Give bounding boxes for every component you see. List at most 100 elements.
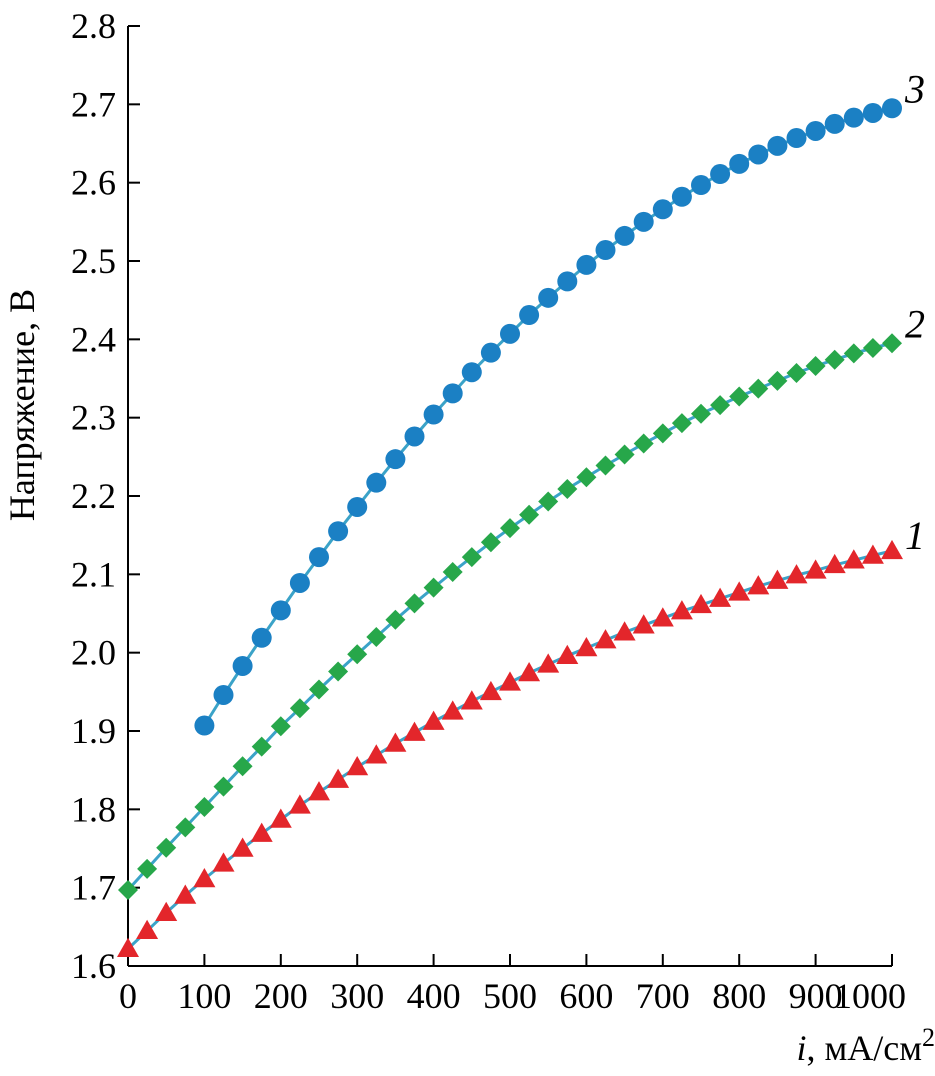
- series-3-point-35: [862, 102, 883, 123]
- y-axis-title: Напряжение, В: [2, 289, 42, 521]
- series-3-point-4: [270, 600, 291, 621]
- series-1-point-16: [422, 710, 445, 730]
- series-2-point-16: [423, 577, 444, 598]
- series-2-point-14: [385, 609, 406, 630]
- series-1-point-23: [556, 644, 579, 665]
- series-1-point-27: [632, 614, 655, 634]
- series-1-point-21: [518, 662, 541, 682]
- series-1-point-4: [193, 868, 216, 888]
- series-3-point-11: [404, 426, 425, 447]
- series-1-point-28: [651, 607, 674, 627]
- series-1-point-15: [403, 721, 426, 741]
- series-2-point-28: [652, 423, 673, 444]
- y-tick-label-10: 2.6: [71, 163, 116, 203]
- series-3-label: 3: [904, 66, 925, 111]
- series-3-point-23: [633, 211, 654, 232]
- series-3-point-27: [710, 164, 731, 185]
- series-1-point-10: [308, 781, 330, 801]
- series-2-point-15: [404, 593, 425, 614]
- series-3-point-34: [843, 107, 864, 128]
- series-2-point-7: [251, 736, 272, 757]
- series-3-point-13: [442, 383, 463, 404]
- series-3-point-28: [729, 153, 750, 174]
- x-axis-title: i, мА/см2: [796, 1023, 935, 1068]
- series-3-point-25: [671, 186, 692, 207]
- x-axis-title-variable: i: [796, 1028, 806, 1068]
- series-3-point-20: [576, 254, 597, 275]
- x-tick-label-8: 800: [712, 976, 766, 1016]
- y-tick-label-1: 1.7: [71, 868, 116, 908]
- series-1-point-37: [823, 553, 846, 574]
- series-1-point-22: [537, 653, 560, 673]
- series-2-point-32: [729, 386, 750, 407]
- series-2-point-40: [882, 333, 902, 354]
- series-1-point-30: [690, 593, 712, 614]
- axes: 1.6 1.7 1.8 1.9 2.0 2.1 2.2 2.3 2.4 2.5 2.6 2.7 2.8 0…: [71, 6, 906, 1016]
- series-2-point-10: [309, 679, 329, 700]
- series-3-point-18: [538, 287, 559, 308]
- x-tick-label-2: 200: [254, 976, 308, 1016]
- y-tick-label-7: 2.3: [71, 398, 116, 438]
- series-1-point-24: [575, 636, 598, 657]
- series-2-point-30: [691, 403, 711, 424]
- series-1-point-3: [174, 884, 197, 904]
- series-2-point-25: [595, 455, 616, 476]
- y-tick-label-8: 2.4: [71, 319, 116, 359]
- series-2-point-23: [557, 478, 578, 499]
- series-2-point-0: [118, 880, 138, 901]
- series-1-point-33: [747, 575, 770, 595]
- series-3-point-8: [347, 496, 368, 517]
- series-1-point-14: [384, 732, 407, 752]
- series-3-point-0: [194, 715, 215, 736]
- series-1-point-25: [594, 629, 617, 649]
- x-axis-title-units: , мА/см: [806, 1028, 922, 1068]
- series-3: 3: [194, 66, 925, 736]
- y-tick-label-9: 2.5: [71, 241, 116, 281]
- series-2-label: 2: [905, 301, 925, 346]
- series-3-point-9: [366, 472, 387, 493]
- series-2-point-8: [270, 716, 291, 737]
- series-3-point-31: [786, 128, 807, 149]
- series-1-point-39: [861, 544, 884, 564]
- series-3-point-2: [232, 655, 253, 676]
- x-tick-label-0: 0: [119, 976, 137, 1016]
- series-2-point-38: [843, 343, 864, 364]
- series-3-point-26: [691, 175, 711, 196]
- x-tick-label-4: 400: [407, 976, 461, 1016]
- series-2: 2: [118, 301, 925, 901]
- series-2-point-4: [194, 796, 215, 817]
- series-3-point-29: [748, 144, 769, 165]
- series-3-point-12: [423, 404, 444, 425]
- y-tick-label-11: 2.7: [71, 84, 116, 124]
- series-1-point-20: [499, 671, 521, 691]
- series-3-point-32: [805, 120, 826, 141]
- series-2-point-31: [710, 395, 731, 416]
- series-3-point-5: [289, 572, 310, 593]
- series-2-point-21: [519, 504, 540, 525]
- series-3-point-36: [882, 98, 902, 119]
- series-1-point-12: [346, 756, 369, 776]
- series-3-point-16: [500, 323, 520, 344]
- x-tick-label-7: 700: [636, 976, 690, 1016]
- series-2-point-20: [500, 518, 520, 539]
- series-2-point-19: [480, 532, 501, 553]
- series-1-point-2: [155, 901, 178, 921]
- x-tick-label-3: 300: [330, 976, 384, 1016]
- series-1-point-17: [441, 700, 464, 720]
- series-2-point-27: [633, 433, 654, 454]
- series-3-point-14: [461, 362, 482, 383]
- series-1-point-34: [766, 569, 789, 589]
- series-1-point-1: [136, 919, 159, 939]
- series-1-label: 1: [905, 513, 925, 558]
- series-layer: 1 2 3: [117, 66, 925, 958]
- series-3-point-3: [251, 627, 272, 648]
- series-1-point-13: [365, 744, 388, 764]
- series-3-point-21: [595, 240, 616, 261]
- series-1-point-32: [728, 581, 751, 601]
- series-1-point-36: [804, 559, 827, 579]
- series-1: 1: [117, 513, 925, 958]
- series-3-point-1: [213, 684, 234, 705]
- y-tick-label-0: 1.6: [71, 946, 116, 986]
- series-1-point-18: [460, 690, 483, 710]
